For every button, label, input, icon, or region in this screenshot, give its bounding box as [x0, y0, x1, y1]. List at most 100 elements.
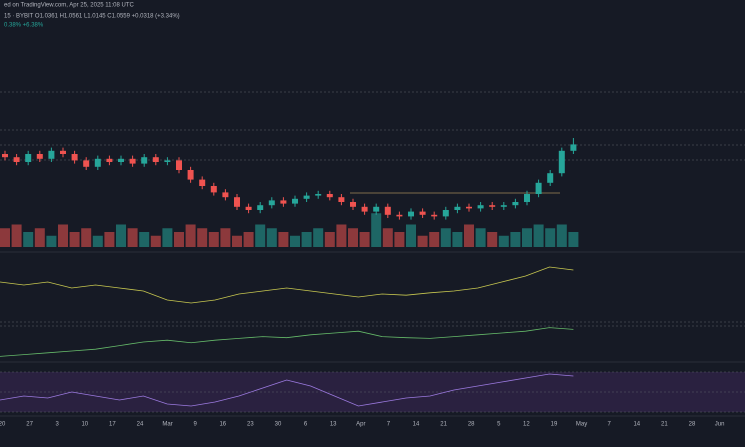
volume-bar: [150, 235, 161, 247]
x-tick-label: 6: [304, 422, 308, 428]
volume-bar: [301, 232, 312, 247]
volume-bar: [336, 224, 347, 247]
volume-bar: [522, 228, 532, 247]
x-tick-label: 28: [689, 422, 696, 428]
x-tick-label: 9: [194, 422, 198, 428]
volume-bar: [81, 228, 92, 247]
candle-body: [292, 198, 298, 204]
x-tick-label: 10: [81, 422, 88, 428]
volume-bar: [46, 235, 57, 247]
header: ed on TradingView.com, Apr 25, 2025 11:0…: [4, 3, 135, 9]
x-tick-label: 30: [275, 422, 282, 428]
candle-body: [315, 194, 322, 196]
volume-bar: [232, 235, 242, 247]
x-tick-label: 13: [330, 422, 337, 428]
candle-body: [524, 194, 530, 202]
x-tick-label: 14: [413, 422, 420, 428]
volume-bar: [464, 224, 474, 247]
candle-body: [71, 154, 78, 161]
volume-bar: [429, 232, 440, 247]
volume-bar: [487, 232, 498, 247]
candle-body: [303, 195, 310, 199]
candle-body: [466, 206, 472, 209]
volume-bar: [324, 232, 335, 247]
volume-bar: [556, 224, 567, 247]
x-tick-label: Mar: [162, 422, 172, 428]
candle-body: [36, 154, 43, 159]
candle-body: [164, 160, 171, 162]
volume-bar: [197, 228, 208, 247]
volume-bar: [104, 232, 115, 247]
volume-bar: [498, 235, 509, 247]
volume-bar: [313, 228, 324, 247]
volume-bar: [243, 232, 254, 247]
volume-bar: [127, 228, 138, 247]
candle-body: [442, 210, 449, 217]
x-tick-label: 27: [26, 422, 33, 428]
candle-body: [234, 197, 240, 207]
candle-body: [129, 158, 136, 164]
candle-body: [199, 179, 206, 186]
candle-body: [373, 206, 380, 212]
volume-bar: [34, 228, 45, 247]
candle-body: [500, 205, 507, 207]
candle-body: [361, 206, 368, 212]
legend: 15 · BYBIT O1.0361 H1.0561 L1.0145 C1.05…: [4, 14, 180, 20]
candle-body: [431, 214, 438, 217]
volume-bar: [568, 232, 579, 247]
x-tick-label: 16: [219, 422, 226, 428]
candle-body: [477, 205, 484, 209]
x-tick-label: Jun: [715, 422, 725, 428]
sublegend: 0.38% +6.38%: [4, 23, 44, 29]
candle-body: [558, 150, 565, 174]
volume-bar: [290, 235, 300, 247]
volume-bar: [440, 228, 451, 247]
candle-body: [547, 173, 554, 183]
candle-body: [2, 154, 8, 158]
volume-bar: [139, 232, 150, 247]
candle-body: [176, 160, 182, 170]
volume-bar: [475, 228, 486, 247]
volume-bar: [185, 224, 196, 247]
volume-bar: [208, 232, 219, 247]
candle-body: [326, 194, 333, 198]
indicator-line: [0, 266, 574, 304]
volume-bar: [174, 232, 184, 247]
x-tick-label: 24: [137, 422, 144, 428]
x-tick-label: 21: [440, 422, 447, 428]
volume-bar: [382, 228, 393, 247]
candle-body: [570, 144, 577, 151]
candle-body: [268, 200, 275, 206]
candle-body: [408, 211, 414, 217]
volume-bar: [58, 224, 68, 247]
candle-body: [152, 157, 159, 162]
x-tick-label: 7: [387, 422, 391, 428]
x-tick-label: May: [576, 422, 587, 428]
candle-body: [141, 157, 148, 164]
volume-bar: [116, 224, 126, 247]
indicator-line: [0, 327, 574, 357]
x-tick-label: 19: [551, 422, 558, 428]
volume-bar: [0, 228, 10, 247]
volume-bar: [348, 228, 358, 247]
x-tick-label: 17: [109, 422, 116, 428]
volume-bar: [23, 232, 34, 247]
volume-bar: [406, 224, 416, 247]
candle-body: [280, 200, 287, 204]
x-tick-label: 20: [0, 422, 6, 428]
candle-body: [222, 192, 229, 198]
volume-bar: [278, 232, 289, 247]
volume-bar: [394, 232, 405, 247]
x-tick-label: Apr: [356, 422, 365, 428]
candle-body: [106, 158, 113, 162]
x-tick-label: 28: [468, 422, 475, 428]
candle-body: [25, 154, 32, 162]
x-tick-label: 21: [661, 422, 668, 428]
volume-bar: [220, 228, 231, 247]
indicator-line: [0, 373, 574, 407]
volume-bar: [371, 213, 382, 247]
volume-bar: [452, 232, 463, 247]
volume-bar: [510, 232, 521, 247]
volume-bar: [92, 235, 103, 247]
